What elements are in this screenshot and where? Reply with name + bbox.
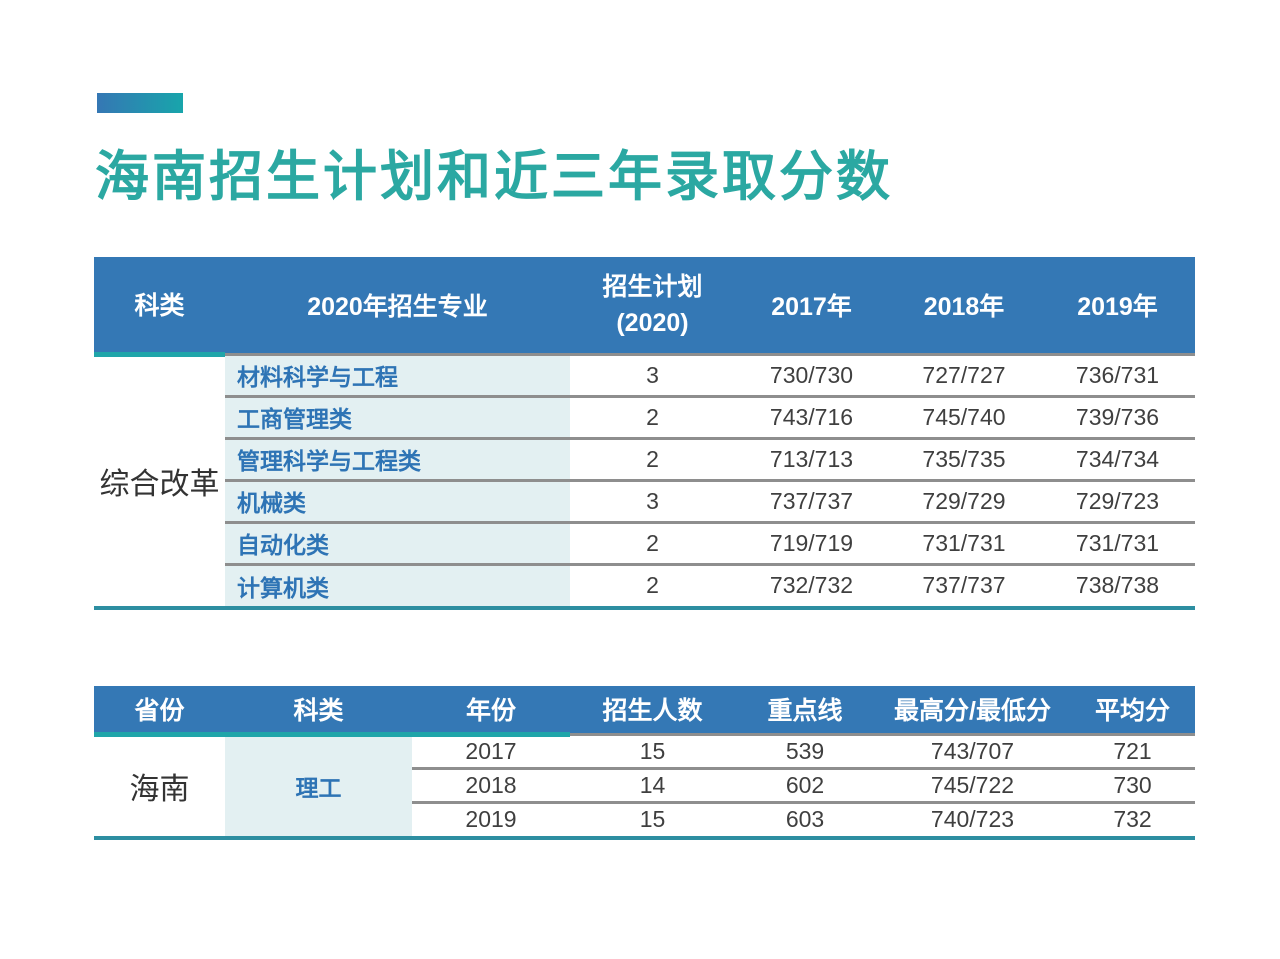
- score-2017-cell: 730/730: [735, 354, 888, 398]
- year-cell: 2017: [412, 734, 570, 770]
- page-title: 海南招生计划和近三年录取分数: [95, 147, 893, 207]
- enrolled-cell: 15: [639, 806, 666, 833]
- major-cell: 工商管理类: [225, 396, 570, 440]
- score-table: 省份 科类 年份 招生人数 重点线 最高分/最低分 平均分 海南 理工 2017…: [94, 686, 1195, 836]
- year-cell: 2018: [412, 768, 570, 804]
- score-2017-cell: 713/713: [735, 438, 888, 482]
- score-2018-cell: 735/735: [888, 438, 1040, 482]
- table-row: 2019 15 603 740/723 732: [94, 802, 1195, 836]
- header-year-2017: 2017年: [735, 257, 888, 356]
- plan-cell: 3: [570, 354, 735, 398]
- table-row: 2018 14 602 745/722 730: [94, 768, 1195, 804]
- plan-cell: 2: [646, 572, 659, 599]
- score-2019-cell: 738/738: [1075, 572, 1160, 599]
- score-table-header-row: 省份 科类 年份 招生人数 重点线 最高分/最低分 平均分: [94, 686, 1195, 737]
- major-cell: 机械类: [225, 480, 570, 524]
- major-cell: 材料科学与工程: [225, 354, 570, 398]
- key-line-cell: 603: [785, 806, 825, 833]
- plan-table: 科类 2020年招生专业 招生计划 (2020) 2017年 2018年 201…: [94, 257, 1195, 606]
- score-2017-cell: 732/732: [769, 572, 854, 599]
- score-2018-cell: 731/731: [888, 522, 1040, 566]
- max-min-cell: 743/707: [875, 734, 1070, 770]
- header-majors-2020: 2020年招生专业: [225, 257, 570, 356]
- score-table-container: 省份 科类 年份 招生人数 重点线 最高分/最低分 平均分 海南 理工 2017…: [94, 686, 1195, 840]
- score-2018-cell: 745/740: [888, 396, 1040, 440]
- major-cell: 管理科学与工程类: [225, 438, 570, 482]
- enrolled-cell: 15: [570, 734, 735, 770]
- score-2017-cell: 743/716: [735, 396, 888, 440]
- plan-cell: 2: [570, 396, 735, 440]
- header-year-2019: 2019年: [1040, 257, 1195, 356]
- key-line-cell: 602: [735, 768, 875, 804]
- header-average: 平均分: [1070, 686, 1195, 736]
- score-2018-cell: 737/737: [922, 572, 1006, 599]
- header-subject-type: 科类: [94, 257, 225, 357]
- table-row: 管理科学与工程类 2 713/713 735/735 734/734: [94, 438, 1195, 482]
- score-2017-cell: 719/719: [735, 522, 888, 566]
- table-row: 自动化类 2 719/719 731/731 731/731: [94, 522, 1195, 566]
- header-enrolled: 招生人数: [570, 686, 735, 736]
- plan-cell: 2: [570, 438, 735, 482]
- year-cell: 2019: [465, 806, 517, 833]
- score-2019-cell: 731/731: [1040, 522, 1195, 566]
- major-cell: 计算机类: [225, 564, 570, 606]
- header-max-min: 最高分/最低分: [875, 686, 1070, 736]
- table-row: 机械类 3 737/737 729/729 729/723: [94, 480, 1195, 524]
- score-2019-cell: 729/723: [1040, 480, 1195, 524]
- plan-table-header-row: 科类 2020年招生专业 招生计划 (2020) 2017年 2018年 201…: [94, 257, 1195, 357]
- table-row: 综合改革 材料科学与工程 3 730/730 727/727 736/731: [94, 354, 1195, 606]
- score-2018-cell: 729/729: [888, 480, 1040, 524]
- score-2017-cell: 737/737: [735, 480, 888, 524]
- category-cell: 综合改革: [94, 354, 225, 606]
- table-row: 计算机类 2 732/732 737/737 738/738: [94, 564, 1195, 606]
- province-cell: 海南: [94, 734, 225, 836]
- header-key-line: 重点线: [735, 686, 875, 736]
- plan-table-container: 科类 2020年招生专业 招生计划 (2020) 2017年 2018年 201…: [94, 257, 1195, 610]
- plan-cell: 3: [570, 480, 735, 524]
- header-subject-type: 科类: [225, 686, 412, 737]
- score-2019-cell: 736/731: [1040, 354, 1195, 398]
- average-cell: 730: [1070, 768, 1195, 804]
- score-2018-cell: 727/727: [888, 354, 1040, 398]
- max-min-cell: 745/722: [875, 768, 1070, 804]
- header-province: 省份: [94, 686, 225, 737]
- score-2019-cell: 739/736: [1040, 396, 1195, 440]
- subject-type-cell: 理工: [225, 734, 412, 836]
- accent-bar: [97, 93, 183, 113]
- key-line-cell: 539: [735, 734, 875, 770]
- header-plan-2020: 招生计划 (2020): [570, 257, 735, 356]
- table-row: 工商管理类 2 743/716 745/740 739/736: [94, 396, 1195, 440]
- table-row: 海南 理工 2017 15 539 743/707 721: [94, 734, 1195, 836]
- average-cell: 732: [1113, 806, 1152, 833]
- score-2019-cell: 734/734: [1040, 438, 1195, 482]
- max-min-cell: 740/723: [930, 806, 1015, 833]
- header-year: 年份: [412, 686, 570, 737]
- enrolled-cell: 14: [570, 768, 735, 804]
- plan-cell: 2: [570, 522, 735, 566]
- header-year-2018: 2018年: [888, 257, 1040, 356]
- major-cell: 自动化类: [225, 522, 570, 566]
- average-cell: 721: [1070, 734, 1195, 770]
